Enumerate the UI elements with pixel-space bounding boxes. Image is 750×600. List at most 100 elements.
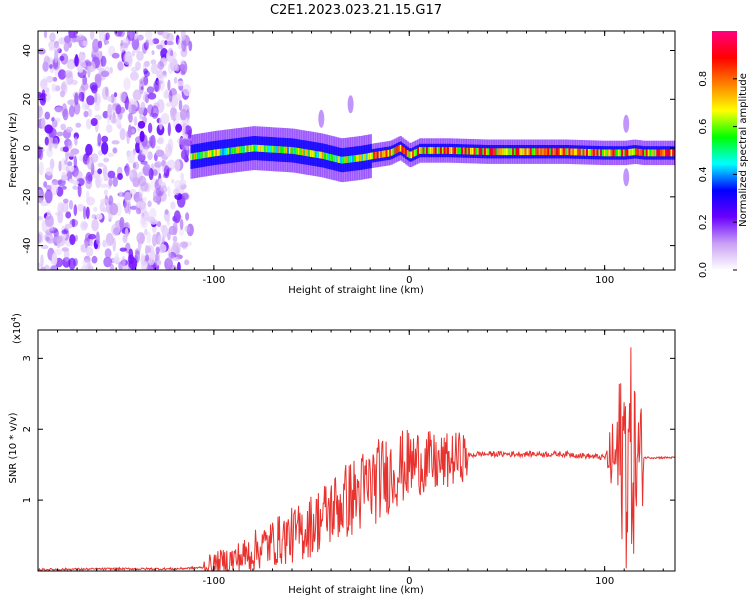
- heatmap-cell: [60, 123, 67, 131]
- heatmap-cell: [394, 147, 397, 154]
- heatmap-cell: [517, 148, 520, 156]
- heatmap-cell: [579, 148, 582, 156]
- heatmap-cell: [99, 202, 105, 212]
- heatmap-cell: [206, 150, 209, 158]
- heatmap-cell: [143, 70, 150, 77]
- heatmap-cell: [181, 39, 187, 52]
- heatmap-cell: [59, 90, 66, 98]
- heatmap-cell: [64, 223, 73, 229]
- heatmap-cell: [157, 31, 164, 36]
- heatmap-cell: [83, 205, 87, 220]
- heatmap-cell: [603, 149, 606, 157]
- heatmap-cell: [461, 147, 464, 155]
- heatmap-cell: [216, 149, 219, 156]
- heatmap-cell: [103, 175, 109, 182]
- heatmap-cell: [82, 222, 89, 229]
- heatmap-cell: [313, 150, 316, 158]
- heatmap-cell: [73, 204, 78, 217]
- heatmap-cell: [126, 150, 136, 164]
- heatmap-cell: [40, 80, 47, 86]
- heatmap-cell: [538, 148, 541, 156]
- heatmap-cell: [380, 151, 383, 158]
- heatmap-cell: [180, 149, 187, 160]
- heatmap-cell: [63, 198, 69, 204]
- heatmap-cell: [177, 38, 183, 50]
- heatmap-cell: [136, 51, 144, 61]
- heatmap-cell: [152, 233, 157, 247]
- heatmap-cell: [457, 147, 460, 155]
- heatmap-cell: [145, 244, 149, 256]
- heatmap-cell: [44, 189, 53, 204]
- heatmap-cell: [185, 212, 190, 221]
- spectrogram-ytick-label: 40: [22, 44, 33, 57]
- heatmap-cell: [109, 66, 113, 74]
- heatmap-cell: [79, 53, 85, 62]
- heatmap-cell: [75, 122, 82, 128]
- heatmap-cell: [626, 149, 629, 156]
- heatmap-cell: [137, 200, 142, 207]
- heatmap-cell: [64, 35, 71, 44]
- heatmap-cell: [172, 241, 177, 252]
- heatmap-cell: [499, 148, 503, 156]
- heatmap-cell: [584, 148, 587, 156]
- heatmap-cell: [64, 70, 73, 78]
- heatmap-cell: [132, 105, 137, 111]
- heatmap-cell: [175, 123, 183, 133]
- heatmap-cell: [403, 147, 406, 155]
- heatmap-cell: [259, 145, 262, 152]
- heatmap-cell: [561, 148, 564, 156]
- heatmap-cell: [392, 148, 395, 155]
- heatmap-cell: [459, 147, 462, 155]
- heatmap-cell: [44, 124, 53, 134]
- heatmap-cell: [378, 151, 381, 159]
- heatmap-cell: [179, 64, 186, 71]
- heatmap-cell: [399, 144, 402, 152]
- heatmap-cell: [54, 117, 61, 123]
- heatmap-cell: [536, 148, 540, 156]
- heatmap-cell: [315, 151, 318, 158]
- heatmap-cell: [424, 147, 427, 154]
- heatmap-cell: [501, 148, 504, 156]
- heatmap-cell: [131, 36, 140, 51]
- heatmap-cell: [107, 152, 115, 157]
- heatmap-cell: [582, 148, 585, 156]
- heatmap-cell: [616, 149, 619, 157]
- heatmap-cell: [243, 145, 246, 153]
- heatmap-cell: [434, 147, 438, 154]
- heatmap-cell: [113, 227, 120, 235]
- heatmap-cell: [169, 107, 178, 117]
- heatmap-cell: [614, 149, 617, 157]
- heatmap-cell: [99, 183, 108, 188]
- heatmap-cell: [331, 154, 334, 162]
- heatmap-cell: [211, 149, 214, 157]
- heatmap-cell: [54, 248, 62, 256]
- heatmap-cell: [139, 78, 143, 84]
- heatmap-cell: [86, 190, 90, 202]
- snr-xtick-label: 100: [595, 576, 614, 587]
- heatmap-cell: [90, 118, 98, 126]
- heatmap-cell: [631, 148, 634, 156]
- heatmap-cell: [184, 259, 190, 266]
- heatmap-cell: [572, 148, 575, 156]
- heatmap-cell: [153, 102, 160, 109]
- heatmap-cell: [81, 82, 89, 91]
- heatmap-cell: [186, 223, 194, 237]
- heatmap-cell: [419, 147, 422, 154]
- heatmap-cell: [505, 148, 508, 156]
- heatmap-cell: [489, 148, 492, 156]
- heatmap-cell: [165, 143, 173, 157]
- heatmap-cell: [108, 177, 113, 187]
- heatmap-cell: [397, 145, 401, 153]
- heatmap-cell: [48, 227, 58, 234]
- heatmap-cell: [139, 130, 145, 143]
- heatmap-cell: [598, 149, 601, 157]
- heatmap-cell: [464, 147, 467, 155]
- heatmap-cell: [266, 145, 269, 153]
- heatmap-cell: [137, 34, 144, 41]
- heatmap-cell: [515, 148, 518, 156]
- heatmap-cell: [81, 40, 88, 47]
- heatmap-cell: [371, 152, 374, 160]
- heatmap-cell: [85, 118, 92, 130]
- heatmap-cell: [97, 162, 105, 167]
- heatmap-cell: [112, 176, 118, 187]
